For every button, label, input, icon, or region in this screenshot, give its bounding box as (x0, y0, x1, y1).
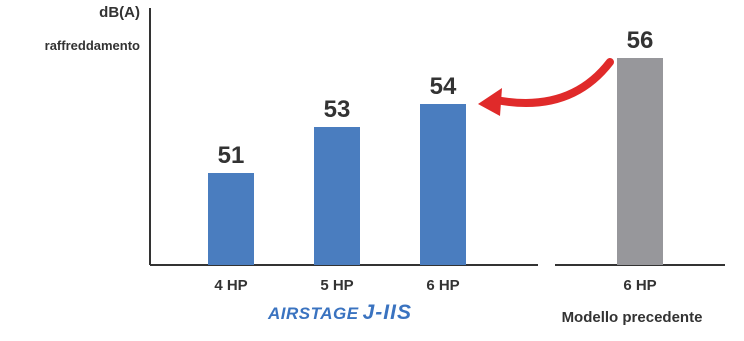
comparison-arrow-shaft (496, 62, 610, 103)
brand-main-text: AIRSTAGE (268, 304, 359, 323)
previous-model-caption: Modello precedente (520, 309, 744, 326)
airstage-logo: AIRSTAGE J-IIS (240, 301, 440, 325)
new-x-tick-label-1: 4 HP (214, 277, 247, 294)
y-axis-sublabel: raffreddamento (45, 38, 140, 53)
new-x-tick-label-3: 6 HP (426, 277, 459, 294)
prev-bar-1 (617, 58, 663, 265)
new-x-tick-label-2: 5 HP (320, 277, 353, 294)
new-bar-value-label-2: 53 (324, 96, 351, 123)
prev-x-tick-label-1: 6 HP (623, 277, 656, 294)
new-bar-3 (420, 104, 466, 265)
y-axis-label: dB(A) (99, 4, 140, 21)
brand-series-text: J-IIS (363, 301, 412, 324)
comparison-arrow-head (478, 88, 502, 116)
new-bar-value-label-3: 54 (430, 73, 457, 100)
new-bar-value-label-1: 51 (218, 142, 245, 169)
new-bar-2 (314, 127, 360, 265)
new-bar-1 (208, 173, 254, 265)
prev-bar-value-label-1: 56 (627, 27, 654, 54)
